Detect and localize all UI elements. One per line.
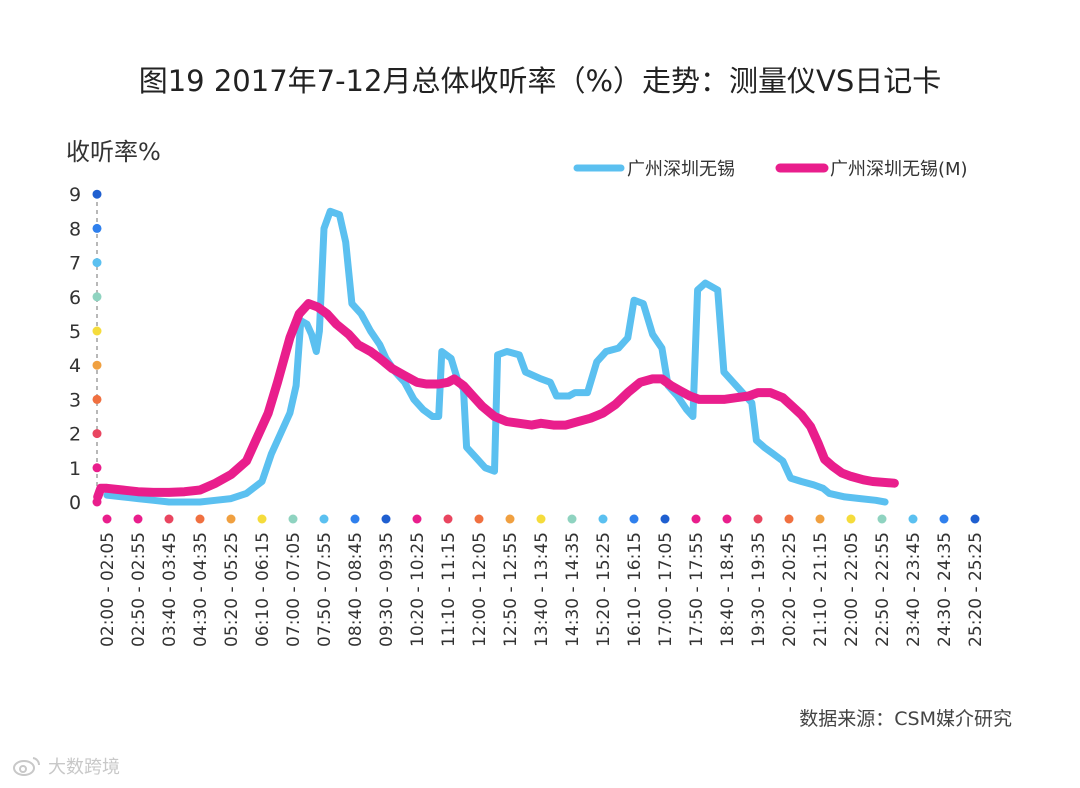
x-tick-label: 20:20 - 20:25 [780, 532, 800, 647]
x-tick-dot [164, 514, 174, 524]
x-tick-dot [443, 514, 453, 524]
y-tick-dot [92, 223, 102, 233]
y-tick-dot [92, 292, 102, 302]
x-tick-label: 23:40 - 23:45 [904, 532, 924, 647]
x-tick-dot [288, 514, 298, 524]
x-tick-label: 22:00 - 22:05 [842, 532, 862, 647]
x-tick-dot [784, 514, 794, 524]
y-tick-dot [92, 258, 102, 268]
x-tick-label: 15:20 - 15:25 [594, 532, 614, 647]
chart-legend: 广州深圳无锡 广州深圳无锡(M) [573, 159, 968, 180]
x-tick-label: 07:50 - 07:55 [315, 532, 335, 647]
x-tick-dot [629, 514, 639, 524]
x-tick-label: 22:50 - 22:55 [873, 532, 893, 647]
x-tick-dot [505, 514, 515, 524]
x-tick-dot [381, 514, 391, 524]
x-tick-label: 02:00 - 02:05 [98, 532, 118, 647]
x-tick-dot [598, 514, 608, 524]
x-tick-dot [350, 514, 360, 524]
x-tick-dot [846, 514, 856, 524]
x-tick-dot [939, 514, 949, 524]
y-tick-label: 3 [69, 389, 81, 411]
data-source-note: 数据来源：CSM媒介研究 [799, 708, 1012, 730]
x-tick-label: 17:50 - 17:55 [687, 532, 707, 647]
x-tick-label: 21:10 - 21:15 [811, 532, 831, 647]
x-tick-label: 14:30 - 14:35 [563, 532, 583, 647]
x-tick-label: 16:10 - 16:15 [625, 532, 645, 647]
y-tick-dot [92, 394, 102, 404]
x-tick-dot [474, 514, 484, 524]
y-axis-label: 收听率% [66, 138, 161, 166]
x-tick-label: 13:40 - 13:45 [532, 532, 552, 647]
x-tick-dot [319, 514, 329, 524]
y-tick-label: 6 [69, 287, 81, 309]
y-tick-label: 8 [69, 218, 81, 240]
series-group [93, 207, 899, 506]
watermark: 大数跨境 [12, 753, 120, 779]
y-tick-label: 9 [69, 184, 81, 206]
legend-label: 广州深圳无锡 [627, 159, 735, 180]
y-tick-label: 5 [69, 321, 81, 343]
x-tick-label: 12:00 - 12:05 [470, 532, 490, 647]
x-tick-label: 07:00 - 07:05 [284, 532, 304, 647]
x-tick-label: 05:20 - 05:25 [222, 532, 242, 647]
y-tick-label: 1 [69, 458, 81, 480]
x-tick-dot [567, 514, 577, 524]
y-tick-label: 2 [69, 424, 81, 446]
y-tick-dot [92, 429, 102, 439]
series-line-2 [93, 299, 899, 502]
x-tick-label: 09:30 - 09:35 [377, 532, 397, 647]
y-tick-dot [92, 326, 102, 336]
x-tick-dot [877, 514, 887, 524]
x-tick-dot [753, 514, 763, 524]
x-tick-dot [412, 514, 422, 524]
x-tick-dot [257, 514, 267, 524]
x-tick-label: 06:10 - 06:15 [253, 532, 273, 647]
x-tick-dot [195, 514, 205, 524]
x-tick-label: 08:40 - 08:45 [346, 532, 366, 647]
x-tick-label: 25:20 - 25:25 [966, 532, 986, 647]
x-tick-label: 18:40 - 18:45 [718, 532, 738, 647]
x-tick-label: 04:30 - 04:35 [191, 532, 211, 647]
x-tick-label: 17:00 - 17:05 [656, 532, 676, 647]
x-tick-dot [536, 514, 546, 524]
x-tick-dot [226, 514, 236, 524]
x-tick-dot [722, 514, 732, 524]
watermark-text: 大数跨境 [48, 757, 120, 778]
y-tick-label: 0 [69, 492, 81, 514]
x-tick-label: 03:40 - 03:45 [160, 532, 180, 647]
x-tick-dot [691, 514, 701, 524]
y-axis: 0 1 2 3 4 5 6 7 8 9 [69, 184, 102, 514]
x-tick-label: 10:20 - 10:25 [408, 532, 428, 647]
x-tick-dot [970, 514, 980, 524]
x-axis: 02:00 - 02:05 02:50 - 02:55 03:40 - 03:45 0… [98, 514, 986, 647]
series-line-1 [103, 207, 889, 506]
y-tick-label: 7 [69, 253, 81, 275]
weibo-logo-icon [13, 757, 41, 776]
x-tick-label: 24:30 - 24:35 [935, 532, 955, 647]
x-tick-dot [908, 514, 918, 524]
y-tick-dot [92, 463, 102, 473]
x-tick-dot [102, 514, 112, 524]
y-tick-dot [92, 360, 102, 370]
x-tick-label: 02:50 - 02:55 [129, 532, 149, 647]
y-tick-dot [92, 189, 102, 199]
chart-title: 图19 2017年7-12月总体收听率（%）走势：测量仪VS日记卡 [138, 64, 942, 98]
x-tick-label: 12:50 - 12:55 [501, 532, 521, 647]
legend-label: 广州深圳无锡(M) [830, 159, 968, 180]
x-tick-dot [815, 514, 825, 524]
x-tick-dot [660, 514, 670, 524]
x-tick-dot [133, 514, 143, 524]
x-tick-label: 11:10 - 11:15 [439, 532, 459, 647]
x-tick-label: 19:30 - 19:35 [749, 532, 769, 647]
y-tick-label: 4 [69, 355, 81, 377]
